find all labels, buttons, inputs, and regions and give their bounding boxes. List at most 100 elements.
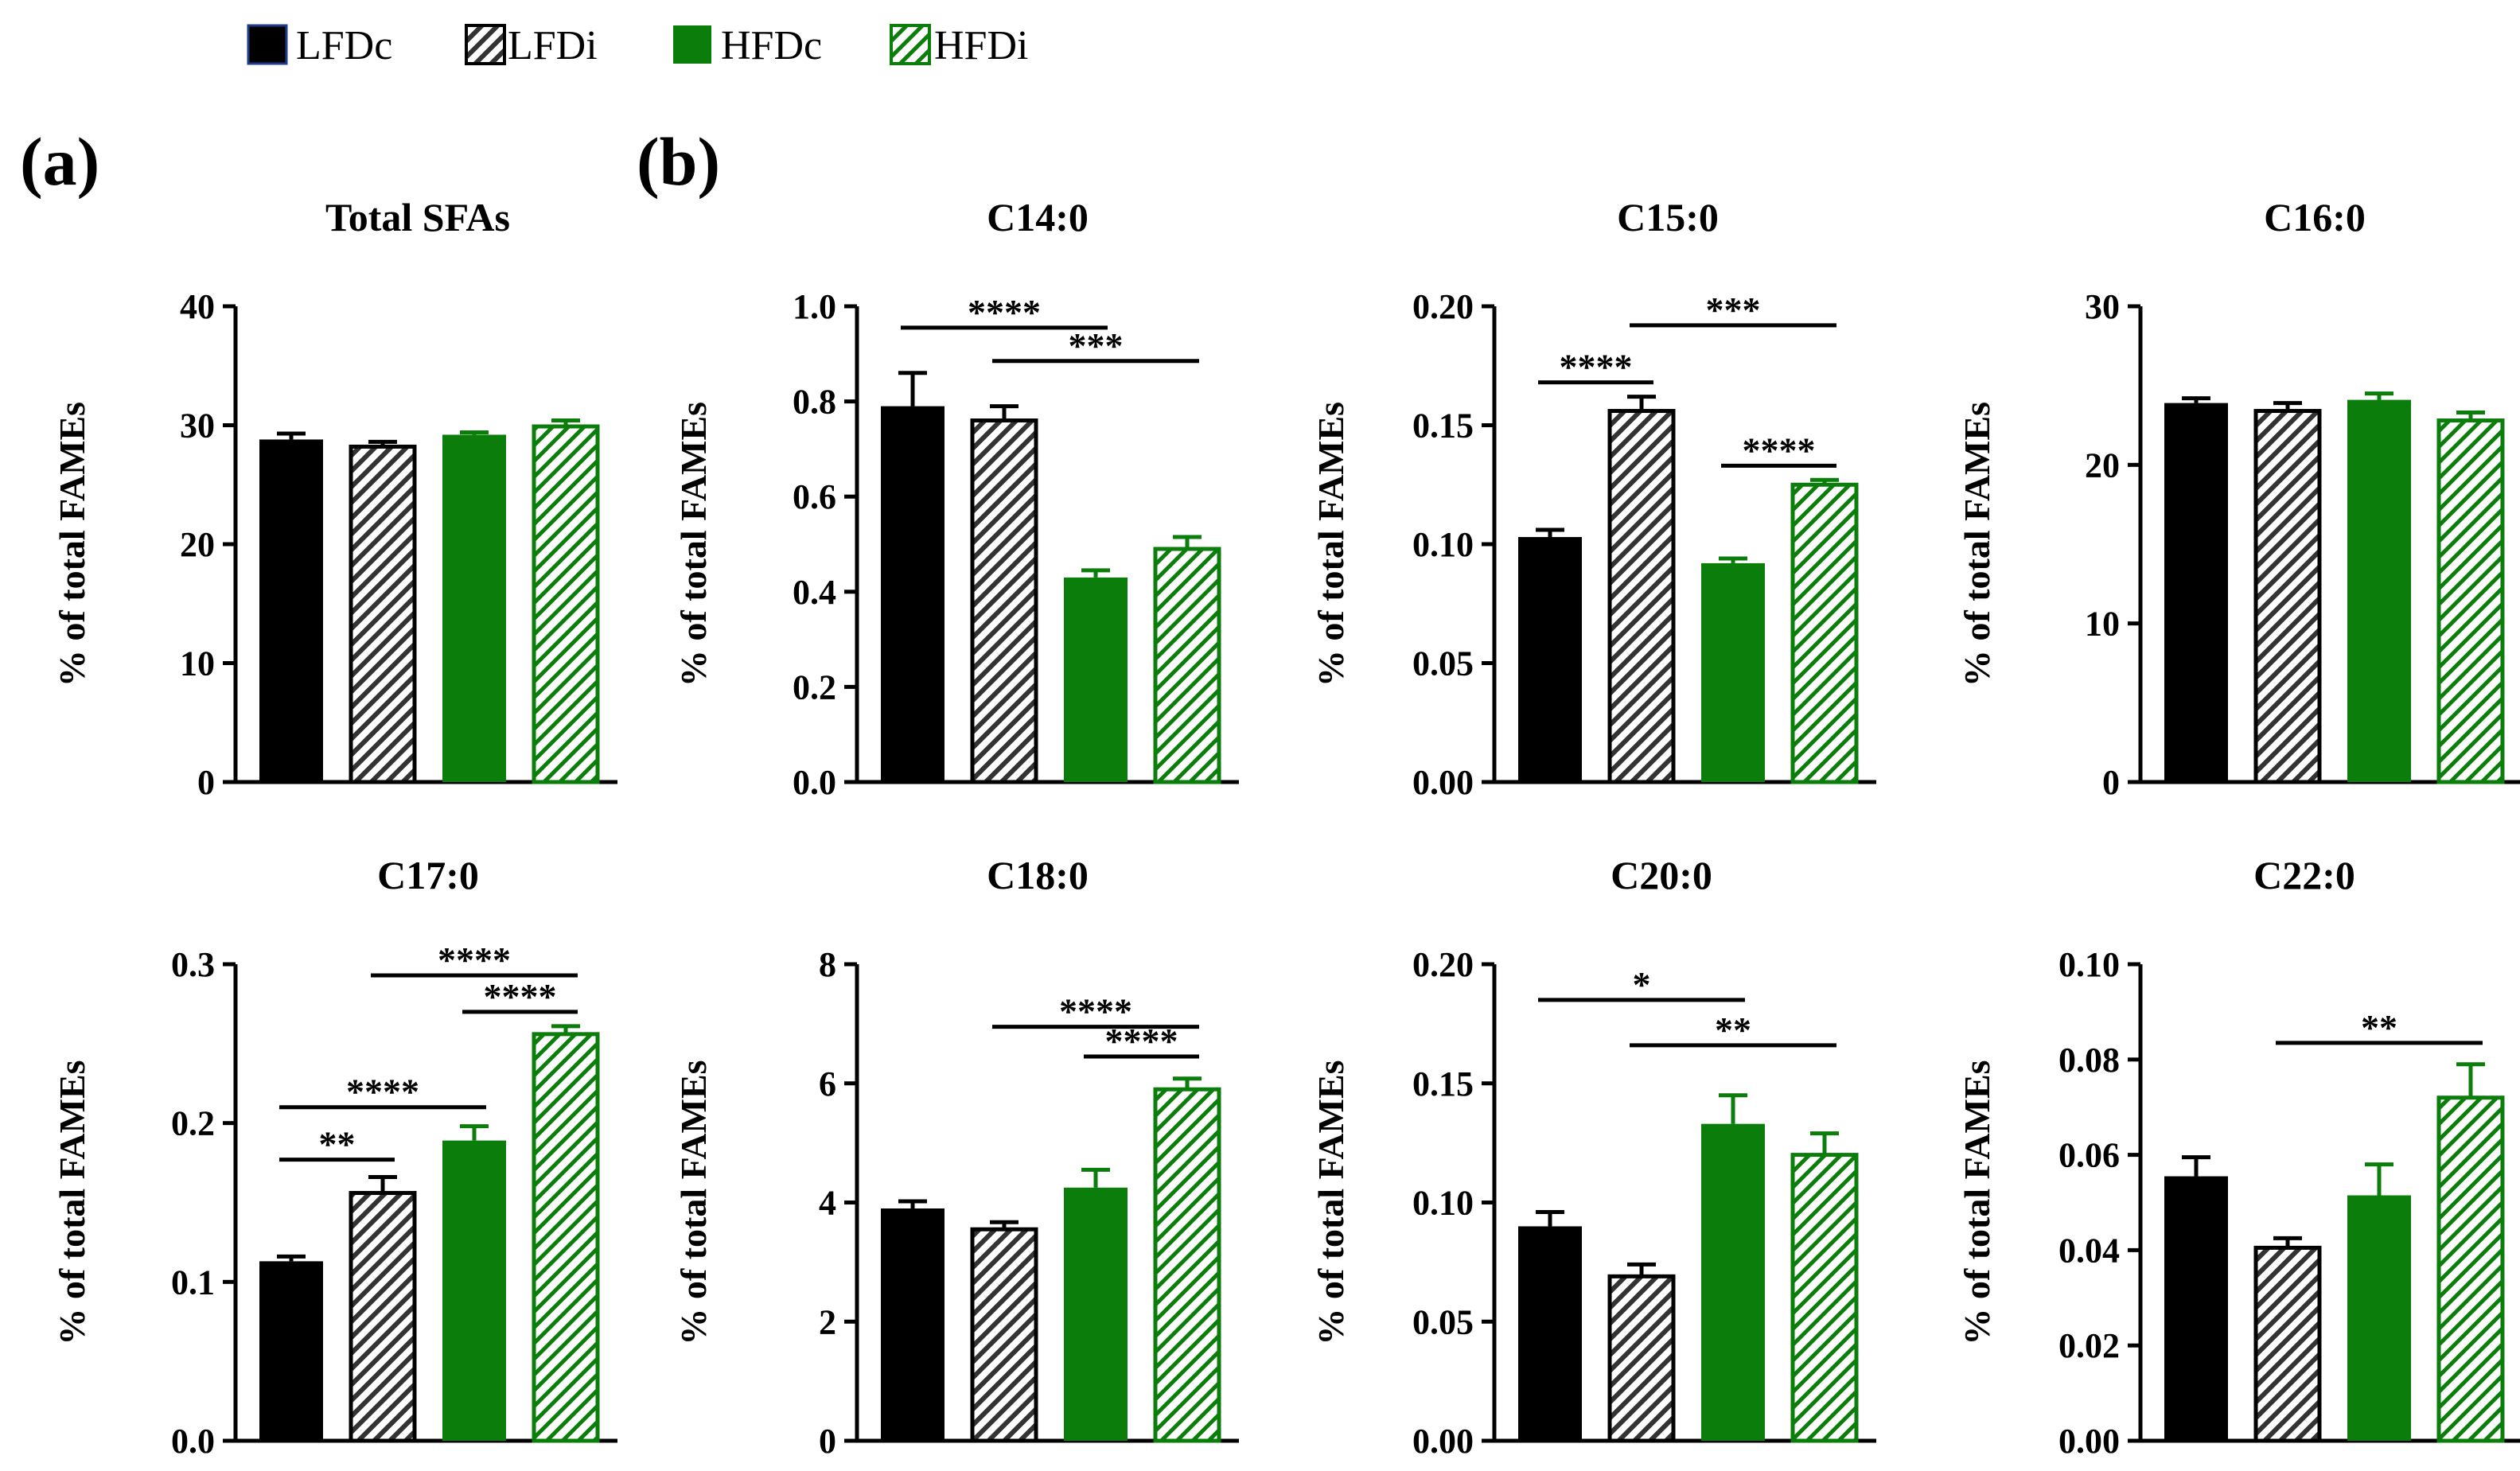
legend-item-lfdi: LFDi <box>465 23 598 68</box>
y-tick-label: 0.2 <box>171 1104 215 1143</box>
y-tick-label: 1.0 <box>793 287 836 326</box>
bar-lfdi <box>2253 409 2322 784</box>
y-axis-label: % of total FAMEs <box>1957 1060 1997 1345</box>
y-tick-label: 0.02 <box>2058 1326 2120 1365</box>
y-tick-label: 20 <box>180 525 215 564</box>
y-tick-label: 0.0 <box>171 1422 215 1461</box>
bar-lfdc <box>2164 1176 2228 1441</box>
chart-title: C14:0 <box>987 195 1089 239</box>
chart-c22-0: C22:0 % of total FAMEs 0.00 0.02 0.04 0.06 0.0… <box>1957 853 2520 1461</box>
bar-lfdi <box>1607 1274 1676 1443</box>
y-tick-label: 30 <box>2085 287 2120 326</box>
bar-lfdc <box>881 406 945 782</box>
chart-c18-0: C18:0 % of total FAMEs 0 2 4 6 8 ******** <box>673 853 1239 1461</box>
y-tick-label: 0.04 <box>2058 1231 2120 1270</box>
legend-item-hfdc: HFDc <box>673 23 822 68</box>
significance-label: **** <box>1105 1021 1178 1061</box>
significance-label: **** <box>968 292 1041 333</box>
chart-title: C15:0 <box>1617 195 1719 239</box>
bar-hfdi <box>1153 1087 1221 1443</box>
panel-label-b: (b) <box>637 123 720 200</box>
bar-hfdi <box>2436 418 2505 784</box>
y-tick-label: 10 <box>180 644 215 683</box>
y-tick-label: 20 <box>2085 446 2120 484</box>
significance-label: ** <box>1715 1010 1751 1050</box>
y-tick-label: 0.6 <box>793 477 836 516</box>
y-tick-label: 0.00 <box>1412 1422 1474 1461</box>
legend-swatch-lfdc <box>247 24 288 65</box>
significance-label: **** <box>1059 991 1132 1032</box>
y-axis-label: % of total FAMEs <box>1311 402 1351 687</box>
chart-c14-0: C14:0 % of total FAMEs 0.0 0.2 0.4 0.6 0.8 1.0 *… <box>673 195 1239 802</box>
bar-lfdc <box>881 1208 945 1441</box>
chart-c17-0: C17:0% of total FAMEs0.00.10.20.3*******… <box>52 853 617 1461</box>
chart-c16-0: C16:0 % of total FAMEs 0 10 20 30 <box>1957 195 2520 802</box>
chart-title: C18:0 <box>987 853 1089 897</box>
chart-title: C22:0 <box>2253 853 2355 897</box>
y-tick-label: 0.2 <box>793 667 836 706</box>
bar-hfdc <box>1064 577 1128 782</box>
y-tick-label: 4 <box>819 1184 836 1223</box>
bar-hfdc <box>2347 399 2411 782</box>
bar-lfdc <box>1518 537 1582 782</box>
legend-label-hfdi: HFDi <box>934 23 1028 68</box>
bar-lfdi <box>349 1191 417 1443</box>
bar-hfdc <box>1701 1123 1765 1441</box>
y-tick-label: 10 <box>2085 605 2120 644</box>
bar-hfdi <box>532 424 600 784</box>
y-tick-label: 0.20 <box>1412 287 1474 326</box>
legend-swatch-hfdi <box>890 24 931 65</box>
bar-lfdi <box>349 444 417 784</box>
chart-title: C16:0 <box>2264 195 2366 239</box>
significance-label: **** <box>1560 347 1633 387</box>
chart-c20-0: C20:0 % of total FAMEs 0.00 0.05 0.10 0.15 0.2… <box>1311 853 1876 1461</box>
panel-label-a: (a) <box>20 123 99 200</box>
y-tick-label: 0.00 <box>2058 1422 2120 1461</box>
y-axis-label: % of total FAMEs <box>1311 1060 1351 1345</box>
y-tick-label: 0.8 <box>793 383 836 422</box>
y-axis-label: % of total FAMEs <box>1957 402 1997 687</box>
y-tick-label: 0.10 <box>2058 945 2120 984</box>
significance-label: **** <box>438 940 511 980</box>
bar-hfdc <box>442 434 506 782</box>
y-tick-label: 0.06 <box>2058 1136 2120 1175</box>
y-tick-label: 0.1 <box>171 1263 215 1302</box>
bar-lfdc <box>259 439 323 782</box>
bar-hfdc <box>2347 1195 2411 1441</box>
legend-item-lfdc: LFDc <box>247 23 392 68</box>
legend-swatch-hfdc <box>673 25 711 64</box>
significance-label: **** <box>484 976 557 1017</box>
y-tick-label: 0.4 <box>793 573 836 612</box>
bar-hfdc <box>1701 562 1765 782</box>
significance-label: *** <box>1706 290 1761 330</box>
significance-label: ** <box>319 1124 356 1165</box>
y-tick-label: 40 <box>180 287 215 326</box>
y-tick-label: 0.05 <box>1412 644 1474 683</box>
y-tick-label: 0 <box>2102 763 2120 802</box>
bar-hfdi <box>2436 1095 2505 1443</box>
y-tick-label: 0.15 <box>1412 1064 1474 1103</box>
y-tick-label: 0.08 <box>2058 1041 2120 1080</box>
bar-hfdi <box>1790 1153 1859 1443</box>
charts-area: Total SFAs% of total FAMEs010203040C14:0… <box>52 195 2520 1461</box>
bar-hfdi <box>1153 547 1221 784</box>
bar-hfdi <box>532 1032 600 1443</box>
y-tick-label: 6 <box>819 1064 836 1103</box>
y-tick-label: 0.10 <box>1412 525 1474 564</box>
y-tick-label: 0.10 <box>1412 1184 1474 1223</box>
significance-label: **** <box>1743 430 1816 470</box>
y-axis-label: % of total FAMEs <box>52 1060 92 1345</box>
y-axis-label: % of total FAMEs <box>52 402 92 687</box>
y-tick-label: 0 <box>819 1422 836 1461</box>
y-tick-label: 8 <box>819 945 836 984</box>
y-axis-label: % of total FAMEs <box>673 1060 714 1345</box>
significance-label: ** <box>2361 1007 2397 1048</box>
legend: LFDc LFDi HFDc HFDi <box>247 23 1028 68</box>
bar-hfdc <box>442 1140 506 1441</box>
y-tick-label: 0.3 <box>171 945 215 984</box>
significance-label: *** <box>1069 325 1124 366</box>
bar-hfdc <box>1064 1187 1128 1441</box>
bar-lfdc <box>2164 403 2228 782</box>
chart-title: Total SFAs <box>325 195 510 239</box>
